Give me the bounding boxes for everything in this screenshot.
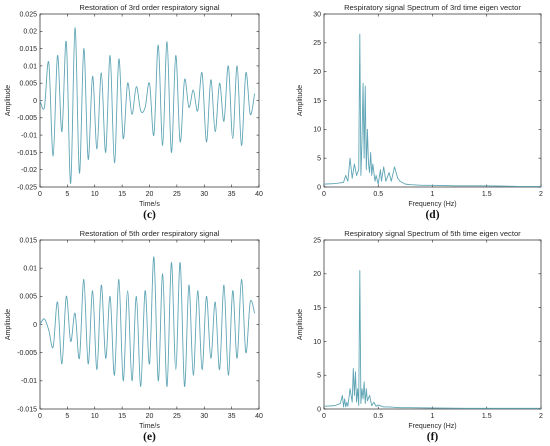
y-tick-label: 0.01 — [23, 63, 37, 70]
y-tick-label: -0.005 — [17, 115, 37, 122]
y-tick-label: 0 — [317, 184, 321, 191]
panel-title: Respiratory signal Spectrum of 3rd time … — [344, 3, 521, 12]
x-tick-label: 40 — [255, 191, 263, 198]
y-tick-label: 15 — [313, 305, 321, 312]
y-tick-label: 5 — [317, 156, 321, 163]
panel-title: Respiratory signal Spectrum of 5th time … — [344, 229, 521, 238]
y-tick-label: -0.015 — [17, 150, 37, 157]
y-tick-label: -0.02 — [21, 167, 37, 174]
panel-title: Restoration of 3rd order respiratory sig… — [79, 3, 219, 12]
x-tick-label: 2 — [539, 191, 543, 198]
x-tick-label: 40 — [255, 413, 263, 420]
x-tick-label: 20 — [146, 413, 154, 420]
y-tick-label: 25 — [313, 40, 321, 47]
x-tick-label: 15 — [118, 191, 126, 198]
x-axis-label: Frequency (Hz) — [408, 423, 456, 430]
x-tick-label: 1.5 — [482, 191, 492, 198]
x-tick-label: 10 — [91, 191, 99, 198]
x-tick-label: 35 — [228, 413, 236, 420]
y-tick-label: 25 — [313, 237, 321, 244]
x-tick-label: 0 — [322, 191, 326, 198]
x-tick-label: 10 — [91, 413, 99, 420]
y-tick-label: -0.015 — [17, 406, 37, 413]
series-line — [323, 33, 541, 187]
y-axis-label: Amplitude — [5, 309, 12, 340]
y-axis-label: Amplitude — [297, 309, 304, 340]
y-tick-label: 15 — [313, 98, 321, 105]
x-tick-label: 15 — [118, 413, 126, 420]
y-tick-label: 0.015 — [19, 46, 37, 53]
panel-caption: (e) — [143, 431, 156, 443]
y-tick-label: -0.01 — [21, 378, 37, 385]
panel-title: Restoration of 5th order respiratory sig… — [80, 229, 220, 238]
x-axis-label: Frequency (Hz) — [408, 201, 456, 208]
y-tick-label: 20 — [313, 271, 321, 278]
y-tick-label: -0.005 — [17, 350, 37, 357]
x-tick-label: 5 — [65, 191, 69, 198]
panel-f: Respiratory signal Spectrum of 5th time … — [297, 229, 543, 443]
y-tick-label: -0.025 — [17, 184, 37, 191]
x-axis-label: Time/s — [139, 423, 160, 430]
panel-caption: (d) — [425, 209, 439, 221]
y-tick-label: 5 — [317, 373, 321, 380]
x-tick-label: 0.5 — [373, 413, 383, 420]
y-tick-label: 10 — [313, 339, 321, 346]
y-axis-label: Amplitude — [297, 85, 304, 116]
x-tick-label: 0 — [322, 413, 326, 420]
x-tick-label: 0 — [38, 413, 42, 420]
x-tick-label: 2 — [539, 413, 543, 420]
x-tick-label: 30 — [200, 413, 208, 420]
panel-c: Restoration of 3rd order respiratory sig… — [5, 3, 263, 221]
panel-caption: (f) — [427, 431, 439, 443]
x-tick-label: 35 — [228, 191, 236, 198]
x-tick-label: 1.5 — [482, 413, 492, 420]
series-line — [39, 256, 256, 387]
y-tick-label: 0 — [33, 98, 37, 105]
x-axis-label: Time/s — [139, 201, 160, 208]
x-tick-label: 0 — [38, 191, 42, 198]
panel-d: Respiratory signal Spectrum of 3rd time … — [297, 3, 543, 221]
y-tick-label: 0.005 — [19, 294, 37, 301]
y-tick-label: 20 — [313, 69, 321, 76]
x-tick-label: 30 — [200, 191, 208, 198]
y-tick-label: 0.01 — [23, 266, 37, 273]
axes-box — [323, 239, 542, 410]
x-tick-label: 25 — [173, 413, 181, 420]
y-tick-label: 30 — [313, 11, 321, 18]
x-tick-label: 1 — [431, 191, 435, 198]
y-tick-label: 0 — [317, 406, 321, 413]
y-tick-label: 10 — [313, 127, 321, 134]
x-tick-label: 1 — [431, 413, 435, 420]
y-tick-label: 0.015 — [19, 237, 37, 244]
axes-box — [323, 13, 542, 188]
y-tick-label: 0.005 — [19, 81, 37, 88]
y-axis-label: Amplitude — [5, 85, 12, 116]
y-tick-label: -0.01 — [21, 133, 37, 140]
series-line — [323, 269, 541, 409]
y-tick-label: 0 — [33, 322, 37, 329]
y-tick-label: 0.02 — [23, 29, 37, 36]
panel-caption: (c) — [143, 209, 156, 221]
x-tick-label: 25 — [173, 191, 181, 198]
x-tick-label: 5 — [65, 413, 69, 420]
panel-e: Restoration of 5th order respiratory sig… — [5, 229, 263, 443]
x-tick-label: 0.5 — [373, 191, 383, 198]
x-tick-label: 20 — [146, 191, 154, 198]
series-line — [39, 27, 256, 184]
y-tick-label: 0.025 — [19, 11, 37, 18]
